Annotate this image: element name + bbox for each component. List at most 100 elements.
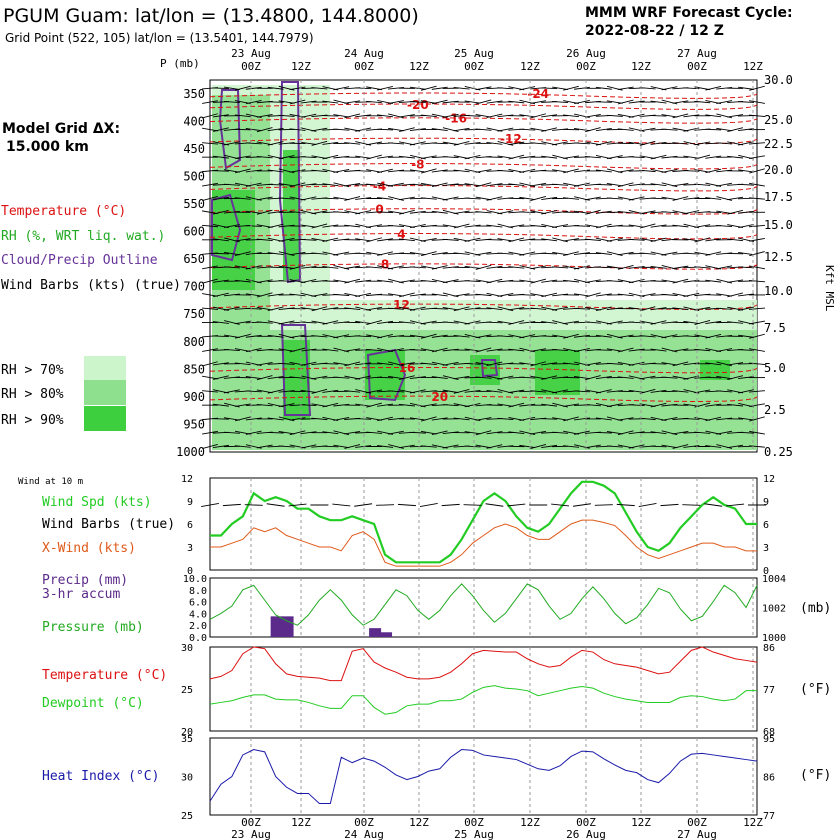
wind-barb bbox=[639, 335, 656, 338]
wind-barb bbox=[333, 168, 350, 173]
wind-barb bbox=[431, 307, 448, 310]
temp-contour-label: -24 bbox=[527, 87, 549, 101]
wind-barb bbox=[289, 169, 306, 173]
wind-barb bbox=[355, 197, 372, 200]
wind-barb bbox=[628, 361, 645, 366]
wind-barb bbox=[628, 156, 645, 159]
wind-barb bbox=[573, 86, 590, 90]
wind-barb bbox=[748, 362, 766, 365]
wind-barb bbox=[672, 183, 689, 187]
wind-barb bbox=[584, 404, 601, 407]
heat-tick-right: 95 bbox=[763, 734, 775, 745]
wind-barb bbox=[508, 100, 525, 104]
wind-barb bbox=[387, 169, 404, 173]
wind-barb bbox=[388, 127, 404, 132]
wind-barb bbox=[530, 195, 547, 201]
heat-index-frame bbox=[209, 737, 758, 816]
wind-barb bbox=[278, 197, 295, 200]
wind-barb bbox=[377, 294, 394, 296]
wind-barb bbox=[223, 141, 240, 146]
wind-barb bbox=[475, 334, 492, 339]
wind-barb bbox=[267, 349, 284, 351]
wind-barb bbox=[672, 196, 689, 201]
wind-barb bbox=[486, 361, 503, 367]
wind-barb bbox=[639, 87, 656, 90]
wind-barb bbox=[749, 333, 765, 339]
wind-tick-right: 6 bbox=[763, 520, 769, 531]
precip-bar bbox=[270, 616, 283, 637]
wind-barb bbox=[672, 431, 689, 435]
wind-barb bbox=[289, 99, 306, 105]
wind-barb bbox=[552, 101, 569, 104]
wind-barb bbox=[541, 292, 558, 298]
wind-barb bbox=[628, 265, 645, 269]
wind-barb bbox=[322, 445, 339, 448]
surface-wind-barb bbox=[376, 504, 395, 506]
wind-barb bbox=[278, 307, 295, 310]
wind-barb bbox=[519, 403, 536, 407]
station-title: PGUM Guam: lat/lon = (13.4800, 144.8000) bbox=[3, 5, 419, 27]
wind-barb bbox=[355, 170, 372, 172]
wind-barb bbox=[563, 251, 579, 256]
wind-barb bbox=[716, 430, 733, 435]
wind-barb bbox=[300, 389, 317, 393]
wind-barb bbox=[212, 252, 229, 255]
wind-barb bbox=[617, 128, 634, 131]
wind-barb bbox=[475, 264, 492, 270]
wind-barb bbox=[409, 86, 426, 90]
wind-tick-left: 6 bbox=[187, 520, 193, 531]
wind-barb bbox=[497, 155, 514, 159]
wind-barb bbox=[486, 404, 503, 406]
wind-barb bbox=[738, 86, 755, 90]
wind-barb bbox=[245, 334, 262, 338]
wind-barb bbox=[442, 113, 459, 118]
temp-contour-label: 12 bbox=[393, 298, 410, 312]
wind-barb bbox=[705, 403, 722, 407]
wind-barb bbox=[541, 335, 558, 337]
wind-barb bbox=[661, 416, 678, 421]
wind-barb bbox=[278, 390, 295, 393]
wind-barb bbox=[705, 251, 722, 256]
wind-barb bbox=[256, 404, 273, 407]
temp-contour bbox=[209, 185, 758, 192]
wind-barb bbox=[300, 141, 317, 145]
wind-panel: Wind at 10 m Wind Spd (kts) Wind Barbs (tr… bbox=[18, 474, 775, 577]
wind-barb bbox=[464, 155, 481, 160]
wind-barb bbox=[388, 265, 404, 270]
wind-barb bbox=[311, 293, 328, 297]
wind-barb bbox=[552, 306, 569, 311]
wind-barb bbox=[464, 197, 481, 200]
height-tick-label: 22.5 bbox=[764, 137, 793, 151]
wind-barb bbox=[278, 320, 295, 325]
wind-barb bbox=[278, 155, 295, 160]
wind-barb bbox=[519, 376, 536, 379]
wind-barb bbox=[322, 431, 339, 435]
bottom-date-label: 25 Aug bbox=[454, 828, 494, 840]
wind-barb bbox=[519, 168, 536, 174]
wind-barb bbox=[366, 431, 383, 434]
wind-barb bbox=[431, 430, 448, 435]
wind-barb bbox=[749, 348, 765, 352]
wind-barb bbox=[705, 362, 722, 366]
wind-barb bbox=[289, 265, 306, 270]
wind-barb bbox=[683, 238, 700, 242]
rh-legend: RH > 70% RH > 80% RH > 90% bbox=[1, 356, 126, 431]
top-time-label: 12Z bbox=[409, 60, 429, 73]
wind-barb bbox=[508, 183, 525, 186]
wind-barb bbox=[322, 402, 339, 408]
wind-barb bbox=[650, 197, 667, 200]
wind-barb bbox=[606, 390, 623, 393]
wind-barb bbox=[300, 348, 317, 352]
pressure-tick-label: 450 bbox=[183, 142, 205, 156]
wind-barb bbox=[212, 418, 229, 420]
pressure-tick: 1002 bbox=[762, 604, 786, 615]
wind-barb bbox=[311, 87, 328, 90]
temp-contour-label: 20 bbox=[431, 390, 448, 404]
wind-barb bbox=[530, 307, 547, 310]
wind-barb bbox=[683, 155, 700, 159]
wind-barb bbox=[694, 431, 711, 434]
wind-barb bbox=[355, 335, 372, 338]
wind-barb bbox=[333, 211, 350, 214]
wind-barb bbox=[530, 100, 547, 104]
bottom-time-label: 12Z bbox=[291, 816, 311, 829]
